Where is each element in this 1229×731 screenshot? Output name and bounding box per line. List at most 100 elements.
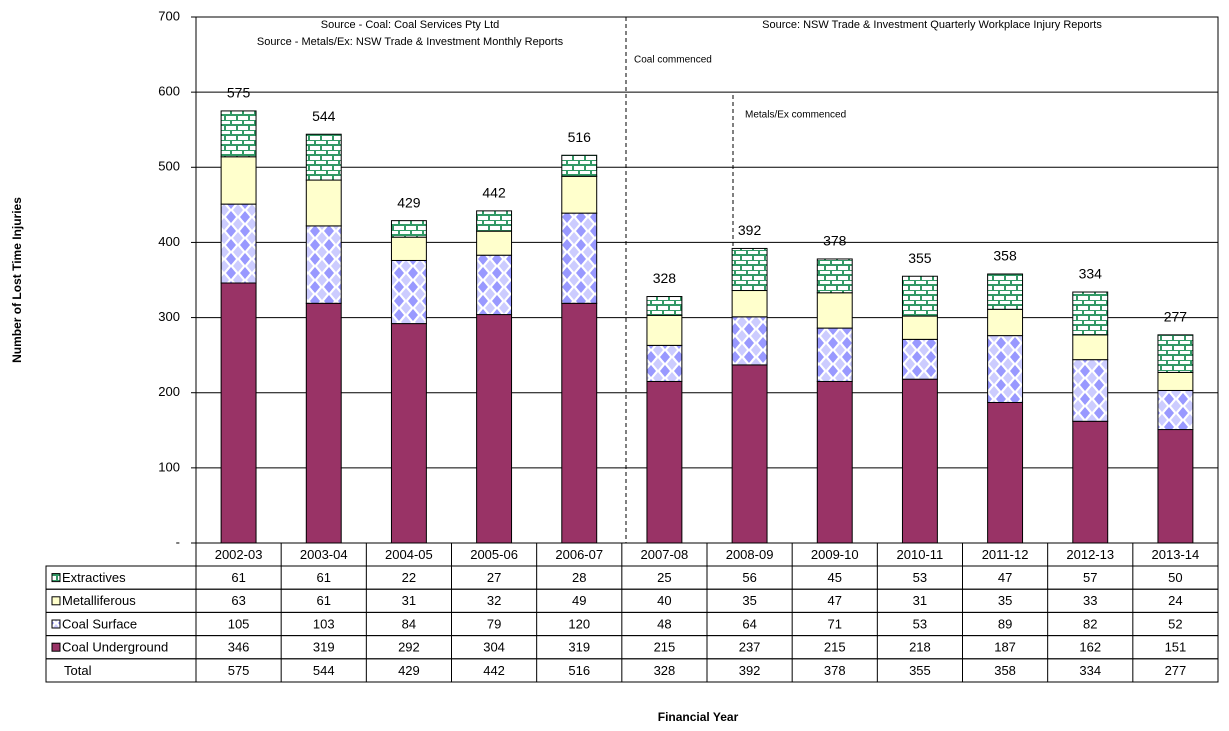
total-label: 328 [653, 270, 677, 286]
bar-segment [1072, 334, 1109, 361]
table-cell: 187 [994, 640, 1016, 655]
table-row [45, 635, 1219, 660]
x-tick-label: 2012-13 [1066, 547, 1114, 562]
table-cell: 53 [913, 616, 927, 631]
bar-segment [1072, 420, 1109, 544]
total-label: 277 [1164, 309, 1188, 325]
bar-segment [305, 225, 342, 304]
total-label: 442 [482, 185, 506, 201]
total-label: 358 [993, 248, 1017, 264]
x-axis-title: Financial Year [658, 710, 739, 724]
y-tick-label: 600 [158, 84, 180, 99]
y-tick-label: 700 [158, 8, 180, 23]
table-cell: 84 [402, 616, 416, 631]
total-label: 392 [738, 222, 762, 238]
y-tick-label: - [176, 534, 180, 549]
table-cell: 31 [402, 593, 416, 608]
legend-key [51, 642, 61, 652]
table-cell: 429 [398, 663, 420, 678]
bar-segment [731, 316, 768, 366]
table-cell: 151 [1165, 640, 1187, 655]
bar-segment [646, 344, 683, 382]
table-cell: 61 [231, 570, 245, 585]
bar-segment [220, 282, 257, 544]
bar-segment [987, 273, 1024, 310]
table-row [45, 611, 1219, 637]
y-tick-label: 400 [158, 234, 180, 249]
legend-key [51, 573, 61, 583]
table-cell: 28 [572, 570, 586, 585]
bar-segment [1072, 291, 1109, 336]
total-label: 378 [823, 233, 847, 249]
bar-segment [816, 292, 853, 329]
table-cell: 71 [828, 616, 842, 631]
table-cell: 103 [313, 616, 335, 631]
table-cell: 328 [654, 663, 676, 678]
total-label: 575 [227, 85, 251, 101]
table-cell: 105 [228, 616, 250, 631]
bar-segment [476, 254, 513, 316]
x-tick-label: 2008-09 [726, 547, 774, 562]
table-cell: 25 [657, 570, 671, 585]
table-cell: 355 [909, 663, 931, 678]
legend-key [51, 619, 61, 629]
table-row [45, 658, 1219, 683]
bar-segment [646, 380, 683, 544]
bar-segment [305, 133, 342, 181]
annotation: Metals/Ex commenced [745, 110, 846, 121]
bar-segment [390, 259, 427, 325]
table-cell: 22 [402, 570, 416, 585]
table-cell: 442 [483, 663, 505, 678]
y-tick-label: 100 [158, 459, 180, 474]
table-cell: 358 [994, 663, 1016, 678]
bar-segment [561, 175, 598, 214]
table-cell: 82 [1083, 616, 1097, 631]
bar-segment [987, 335, 1024, 403]
bar-segment [220, 203, 257, 284]
legend-label: Coal Surface [62, 616, 137, 631]
total-label: 544 [312, 108, 336, 124]
table-cell: 49 [572, 593, 586, 608]
bar-segment [1157, 371, 1194, 391]
bar-segment [1157, 429, 1194, 544]
table-cell: 27 [487, 570, 501, 585]
table-cell: 378 [824, 663, 846, 678]
bar-segment [731, 290, 768, 318]
bar-segment [390, 236, 427, 261]
table-cell: 89 [998, 616, 1012, 631]
table-row [45, 588, 1219, 613]
x-tick-label: 2010-11 [897, 547, 944, 562]
table-cell: 516 [568, 663, 590, 678]
table-cell: 61 [317, 593, 331, 608]
bar-segment [901, 378, 938, 544]
table-cell: 215 [654, 640, 676, 655]
table-cell: 346 [228, 640, 250, 655]
table-row [45, 565, 1219, 590]
table-cell: 32 [487, 593, 501, 608]
x-tick-label: 2006-07 [555, 547, 603, 562]
x-tick-label: 2013-14 [1152, 547, 1200, 562]
table-cell: 63 [231, 593, 245, 608]
bar-segment [816, 327, 853, 382]
x-tick-label: 2003-04 [300, 547, 348, 562]
bar-segment [220, 110, 257, 158]
bar-segment [476, 210, 513, 232]
table-cell: 162 [1079, 640, 1101, 655]
y-tick-label: 500 [158, 159, 180, 174]
table-cell: 120 [568, 616, 590, 631]
table-cell: 64 [742, 616, 756, 631]
total-label: 355 [908, 250, 932, 266]
bar-segment [1157, 389, 1194, 431]
table-cell: 237 [739, 640, 761, 655]
annotation: Source - Coal: Coal Services Pty Ltd [321, 19, 500, 31]
legend-label: Coal Underground [62, 640, 168, 655]
bar-segment [561, 302, 598, 544]
legend-key [51, 596, 61, 606]
legend-label: Metalliferous [62, 593, 136, 608]
bar-segment [816, 258, 853, 294]
table-cell: 31 [913, 593, 927, 608]
table-cell: 52 [1168, 616, 1182, 631]
bar-segment [816, 380, 853, 544]
total-label: 334 [1079, 266, 1103, 282]
x-tick-label: 2002-03 [215, 547, 263, 562]
